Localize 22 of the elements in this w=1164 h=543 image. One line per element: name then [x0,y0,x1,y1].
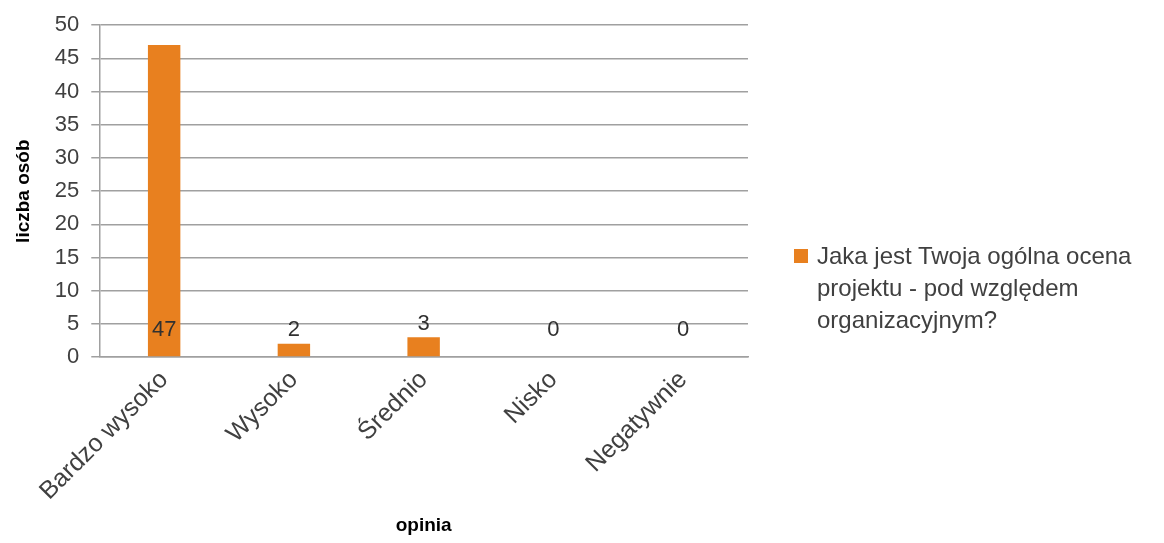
legend-label: Jaka jest Twoja ogólna ocena projektu - pod względem organizacyjnym? [817,241,1133,335]
y-tick-label: 50 [54,11,80,37]
data-label: 0 [677,316,690,342]
bar [407,337,440,357]
x-axis-title: opinia [395,513,453,535]
y-tick-label: 20 [54,210,80,236]
bar [277,343,311,357]
y-tick-label: 5 [67,309,80,335]
y-axis-title: liczba osób [11,139,33,243]
y-tick-label: 45 [54,44,80,70]
bar [147,45,181,357]
data-label: 3 [417,310,430,336]
y-tick-label: 10 [54,276,80,302]
y-tick-label: 25 [54,177,80,203]
data-label: 0 [547,316,560,342]
data-label: 2 [287,316,301,342]
y-tick-label: 40 [54,77,80,103]
y-tick-label: 35 [54,110,80,136]
y-tick-label: 15 [54,243,80,269]
data-label: 47 [151,316,177,342]
y-tick-label: 30 [54,144,80,170]
y-tick-label: 0 [67,343,80,369]
